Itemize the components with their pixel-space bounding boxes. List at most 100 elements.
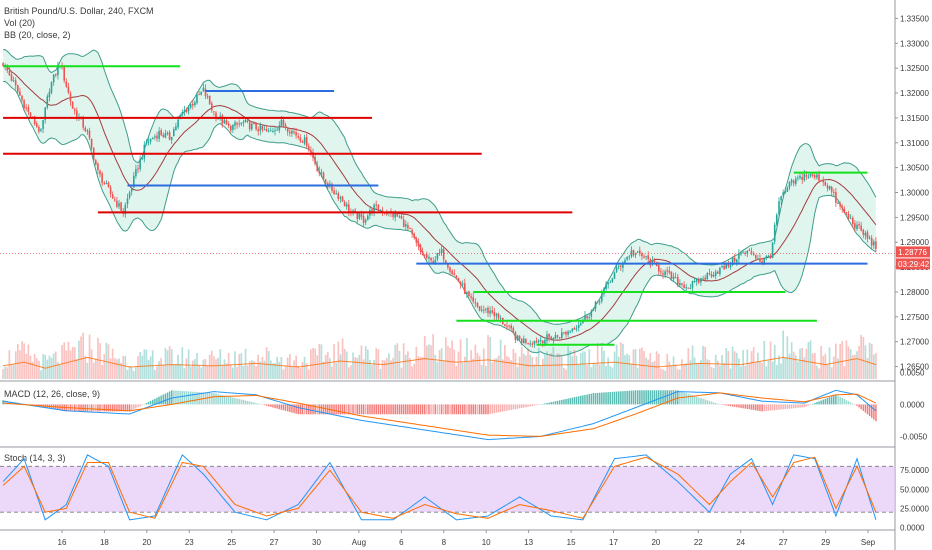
candle-body [213,111,215,113]
volume-bar [837,358,839,379]
macd-histogram-bar [864,404,867,413]
candle-body [341,196,344,202]
volume-bar [624,355,626,379]
macd-histogram-bar [485,404,487,415]
time-tick-label: Sep [861,538,876,547]
macd-histogram-bar [565,399,567,405]
macd-histogram-bar [862,404,865,411]
macd-histogram-bar [744,404,746,409]
volume-bar [687,348,690,379]
candle-body [493,311,496,317]
candle-body [474,302,477,304]
macd-histogram-bar [742,404,744,409]
stoch-band-fill [0,466,895,513]
candle-body [84,127,87,132]
candle-body [111,194,114,199]
volume-bar [111,348,114,379]
macd-histogram-bar [752,404,755,410]
candle-body [499,318,502,319]
volume-bar [740,366,742,379]
macd-histogram-bar [411,404,413,415]
macd-legend: MACD (12, 26, close, 9) [4,389,101,399]
candle-body [531,343,534,345]
volume-bar [373,360,375,379]
time-tick-label: 27 [270,538,279,547]
macd-histogram-bar [523,404,525,408]
volume-bar [162,364,165,379]
macd-histogram-bar [443,404,445,415]
candle-body [50,82,53,93]
candle-body [38,126,40,132]
candle-body [702,278,704,280]
macd-histogram-bar [816,402,818,405]
candle-body [183,110,186,112]
volume-bar [584,351,586,379]
candle-body [818,174,820,181]
volume-bar [854,354,856,379]
volume-bar [824,353,827,379]
candle-body [710,274,713,277]
volume-bar [832,356,835,379]
candle-body [607,283,609,285]
candle-body [780,196,782,201]
macd-histogram-bar [470,404,472,415]
candle-body [461,283,464,285]
candle-body [438,252,441,254]
macd-histogram-bar [354,404,356,415]
macd-histogram-bar [164,393,167,405]
volume-bar [103,354,106,379]
volume-bar [520,346,523,379]
candle-body [529,343,531,345]
macd-histogram-bar [367,404,369,415]
macd-histogram-bar [301,404,304,415]
macd-histogram-bar [217,394,219,405]
macd-histogram-bar [227,396,230,405]
volume-bar [352,352,354,379]
candle-body [185,109,188,112]
candle-body [744,252,746,254]
volume-bar [417,356,420,379]
candle-body [672,276,675,280]
candle-body [824,182,827,186]
volume-bar [227,353,230,379]
macd-histogram-bar [396,404,399,415]
volume-bar [168,346,171,379]
volume-bar [851,355,854,379]
candle-body [828,186,831,190]
candle-body [609,282,612,283]
candle-body [303,137,306,144]
volume-bar [474,344,477,379]
volume-bar [784,358,787,379]
candle-body [105,183,108,184]
candle-body [594,301,597,309]
macd-histogram-bar [599,392,601,405]
drawn-levels[interactable] [0,65,895,346]
macd-histogram-bar [674,390,677,405]
macd-histogram-bar [824,398,827,405]
candle-body [198,94,200,96]
macd-histogram-bar [489,404,491,414]
macd-histogram-bar [93,404,95,412]
volume-bar [369,360,371,379]
volume-bar [385,357,388,379]
macd-histogram-bar [774,404,776,411]
volume-bar [341,338,344,379]
volume-bar [506,356,508,379]
bb-basis [3,64,877,341]
volume-bar [440,348,443,379]
macd-histogram-bar [268,404,270,407]
candle-body [649,259,652,266]
candle-body [257,129,259,132]
volume-bar [828,347,831,379]
macd-histogram-bar [348,404,350,415]
macd-histogram-bar [700,398,702,405]
macd-histogram-bar [782,404,784,410]
price-axis[interactable]: 1.33500 1.33000 1.32500 1.32000 1.31500 1.310… [58,14,930,547]
candle-body [679,283,681,286]
volume-bar [135,367,137,379]
candle-body [244,120,247,122]
price-tick-label: 1.31500 [900,114,929,123]
time-tick-label: 25 [227,538,236,547]
candle-body [118,203,120,207]
